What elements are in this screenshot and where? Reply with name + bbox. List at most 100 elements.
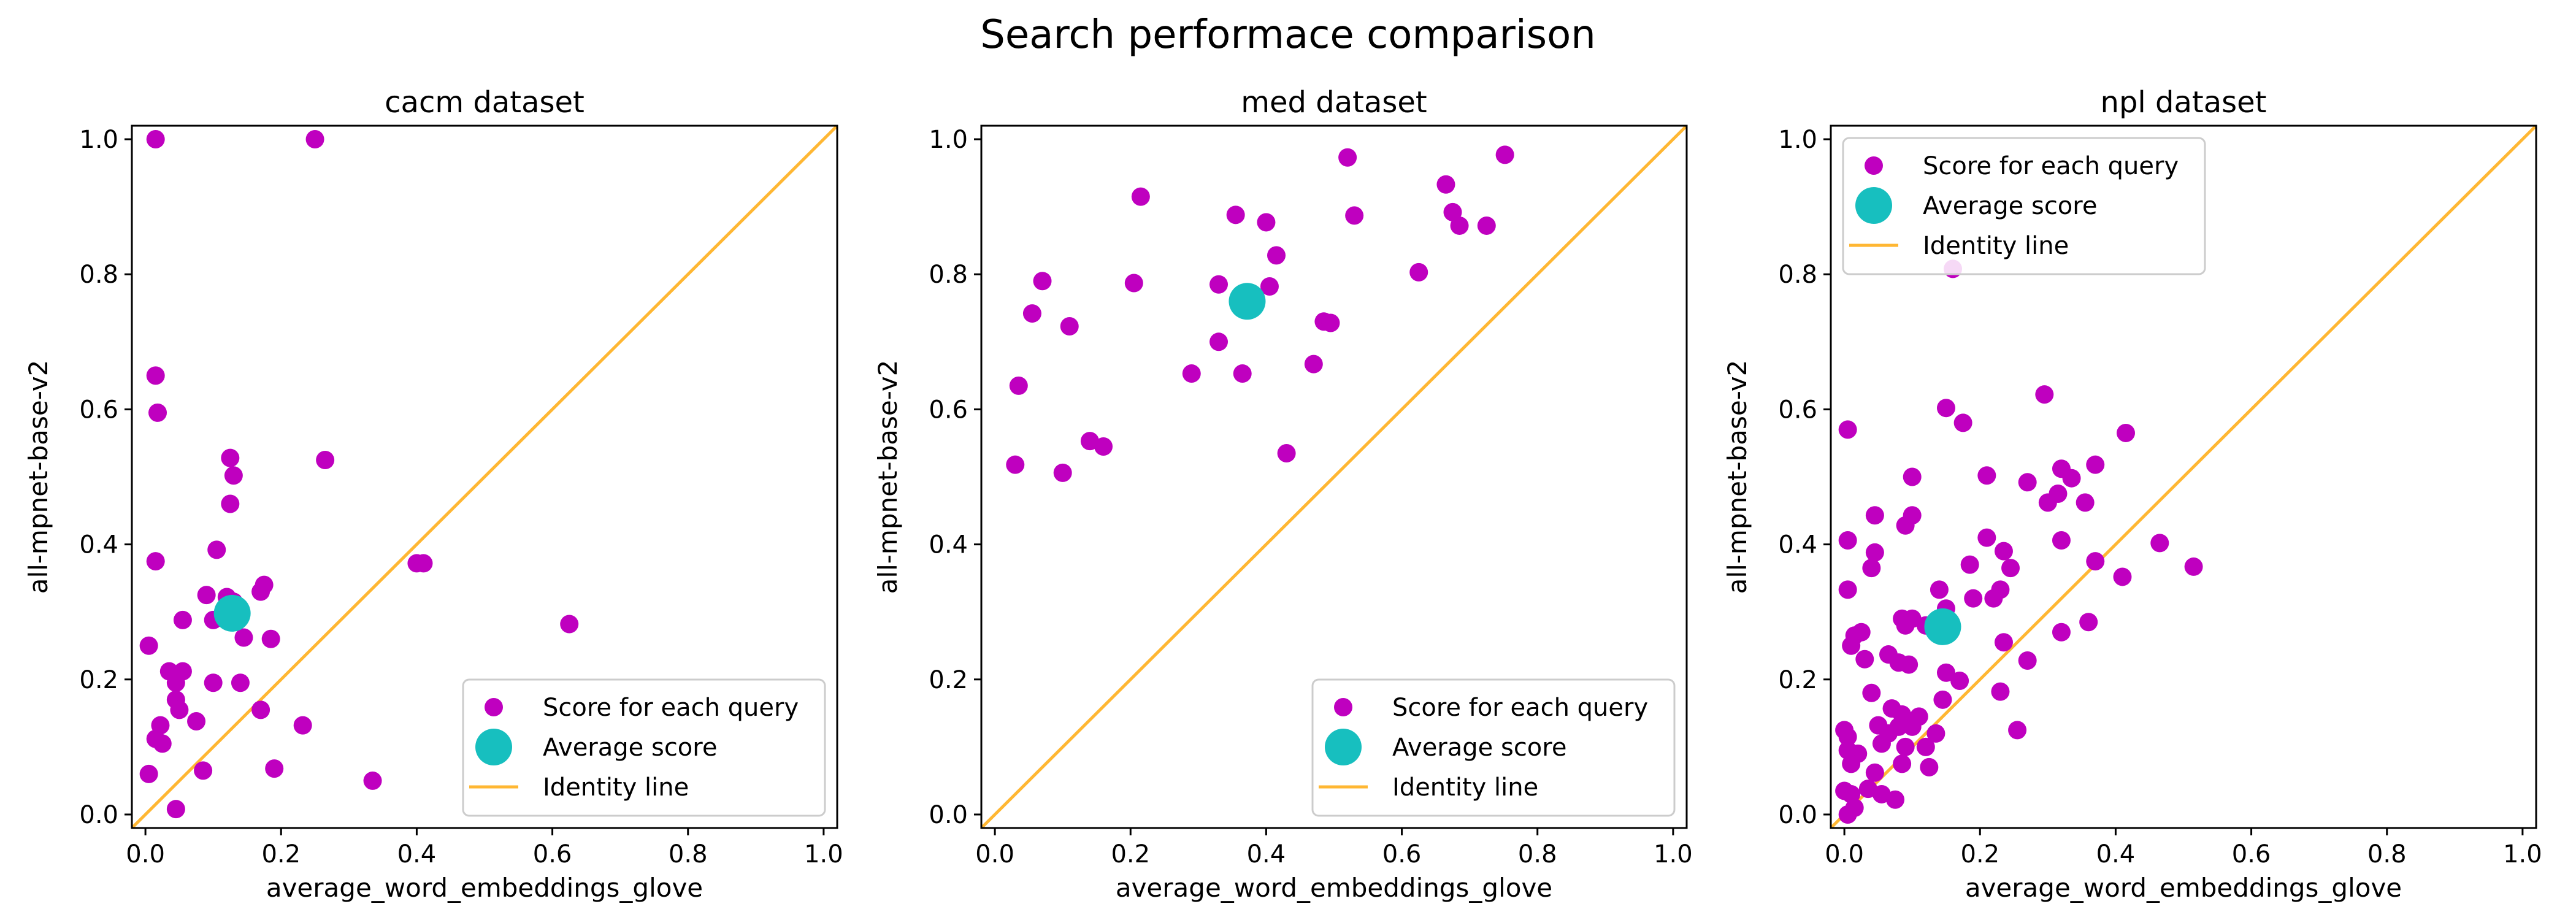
query-point — [2035, 385, 2054, 404]
query-point — [1865, 543, 1884, 562]
average-point — [1924, 608, 1961, 645]
query-point — [1009, 376, 1028, 395]
query-point — [1257, 213, 1276, 232]
legend-label: Identity line — [1923, 232, 2069, 260]
query-point — [170, 700, 189, 719]
query-point — [1977, 528, 1996, 547]
legend-label: Average score — [543, 734, 717, 762]
y-tick-label: 0.0 — [79, 801, 118, 829]
query-point — [1094, 437, 1113, 456]
y-tick-label: 0.2 — [1778, 666, 1817, 694]
x-tick-label: 1.0 — [804, 840, 843, 868]
query-point — [1886, 790, 1905, 809]
y-tick-label: 0.8 — [1778, 261, 1817, 289]
query-point — [224, 466, 243, 485]
query-point — [1838, 805, 1857, 824]
query-point — [1862, 559, 1881, 578]
x-tick-label: 0.8 — [2367, 840, 2407, 868]
query-point — [1277, 443, 1296, 462]
query-point — [1936, 663, 1955, 682]
query-point — [1893, 754, 1912, 773]
legend: Score for each query Average score Identit… — [1311, 678, 1676, 817]
legend-query-marker — [1334, 698, 1352, 716]
query-point — [1896, 737, 1915, 756]
query-point — [1862, 683, 1881, 702]
query-point — [1899, 655, 1919, 674]
legend-label: Identity line — [543, 773, 689, 802]
query-point — [221, 494, 240, 513]
query-point — [261, 629, 280, 648]
y-tick-label: 0.4 — [79, 531, 118, 559]
query-point — [1936, 399, 1955, 418]
query-point — [1495, 145, 1514, 164]
query-point — [2117, 423, 2136, 442]
query-point — [139, 764, 158, 783]
query-point — [2086, 552, 2105, 571]
query-point — [1920, 757, 1939, 776]
legend-average-marker — [1855, 187, 1892, 224]
query-point — [560, 615, 579, 634]
query-point — [1858, 780, 1877, 799]
query-point — [166, 673, 185, 692]
x-tick-label: 0.4 — [1247, 840, 1286, 868]
query-point — [1960, 555, 1979, 574]
query-point — [1209, 275, 1229, 294]
query-point — [207, 540, 226, 559]
query-point — [2184, 557, 2203, 576]
query-point — [1267, 246, 1286, 265]
identity-line — [132, 126, 837, 828]
query-point — [1345, 206, 1364, 225]
legend-box — [1842, 137, 2206, 275]
query-point — [2018, 473, 2037, 492]
legend-query-marker — [1865, 156, 1883, 175]
legend-label: Score for each query — [543, 694, 799, 722]
query-point — [1124, 274, 1143, 293]
query-point — [231, 673, 250, 692]
y-tick-label: 0.2 — [929, 666, 968, 694]
y-axis-label: all-mpnet-base-v2 — [1722, 360, 1752, 594]
query-point — [1182, 364, 1201, 383]
query-point — [1436, 175, 1455, 194]
query-point — [1991, 682, 2010, 701]
y-tick-label: 0.6 — [1778, 396, 1817, 424]
query-point — [316, 450, 335, 469]
average-point — [213, 594, 251, 632]
x-tick-label: 0.0 — [975, 840, 1014, 868]
query-point — [1865, 763, 1884, 782]
query-point — [194, 761, 213, 780]
x-tick-label: 0.8 — [669, 840, 708, 868]
query-point — [1233, 364, 1252, 383]
query-point — [2086, 455, 2105, 474]
query-point — [251, 700, 270, 719]
query-point — [251, 582, 270, 601]
chart-panel-2: med dataset 0.0 0.2 0.4 0.6 0.8 1.0 0.0 0.2 0.4 0.… — [873, 85, 1693, 903]
legend-label: Average score — [1923, 192, 2097, 220]
y-tick-label: 0.8 — [79, 261, 118, 289]
query-point — [1409, 263, 1428, 282]
query-point — [2008, 721, 2027, 740]
query-point — [166, 800, 185, 819]
y-tick-label: 0.0 — [929, 801, 968, 829]
legend-query-marker — [485, 698, 503, 716]
x-axis-label: average_word_embeddings_glove — [266, 873, 703, 903]
y-tick-label: 1.0 — [79, 126, 118, 154]
query-point — [1838, 531, 1857, 550]
query-point — [1321, 313, 1340, 332]
plot-frame — [131, 125, 838, 829]
identity-line — [1831, 126, 2536, 828]
average-point — [1229, 283, 1266, 320]
query-point — [2052, 531, 2071, 550]
query-point — [1930, 580, 1949, 599]
query-point — [265, 759, 284, 778]
query-point — [204, 673, 223, 692]
y-tick-label: 0.0 — [1778, 801, 1817, 829]
query-point — [2062, 469, 2081, 488]
query-point — [1903, 467, 1922, 486]
query-point — [1838, 420, 1857, 439]
x-tick-label: 0.2 — [1111, 840, 1150, 868]
x-tick-label: 0.6 — [1382, 840, 1422, 868]
query-point — [1842, 636, 1861, 655]
query-point — [1977, 466, 1996, 485]
legend-label: Score for each query — [1392, 694, 1648, 722]
